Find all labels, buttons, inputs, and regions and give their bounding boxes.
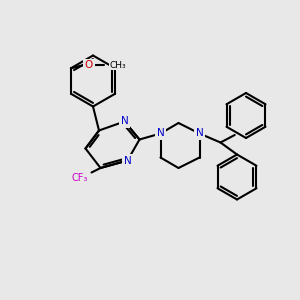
Text: CH₃: CH₃	[109, 61, 126, 70]
Text: N: N	[121, 116, 128, 127]
Text: N: N	[124, 155, 131, 166]
Text: CF₃: CF₃	[71, 173, 88, 184]
Text: N: N	[157, 128, 164, 139]
Text: N: N	[196, 128, 203, 139]
Text: O: O	[85, 60, 93, 70]
